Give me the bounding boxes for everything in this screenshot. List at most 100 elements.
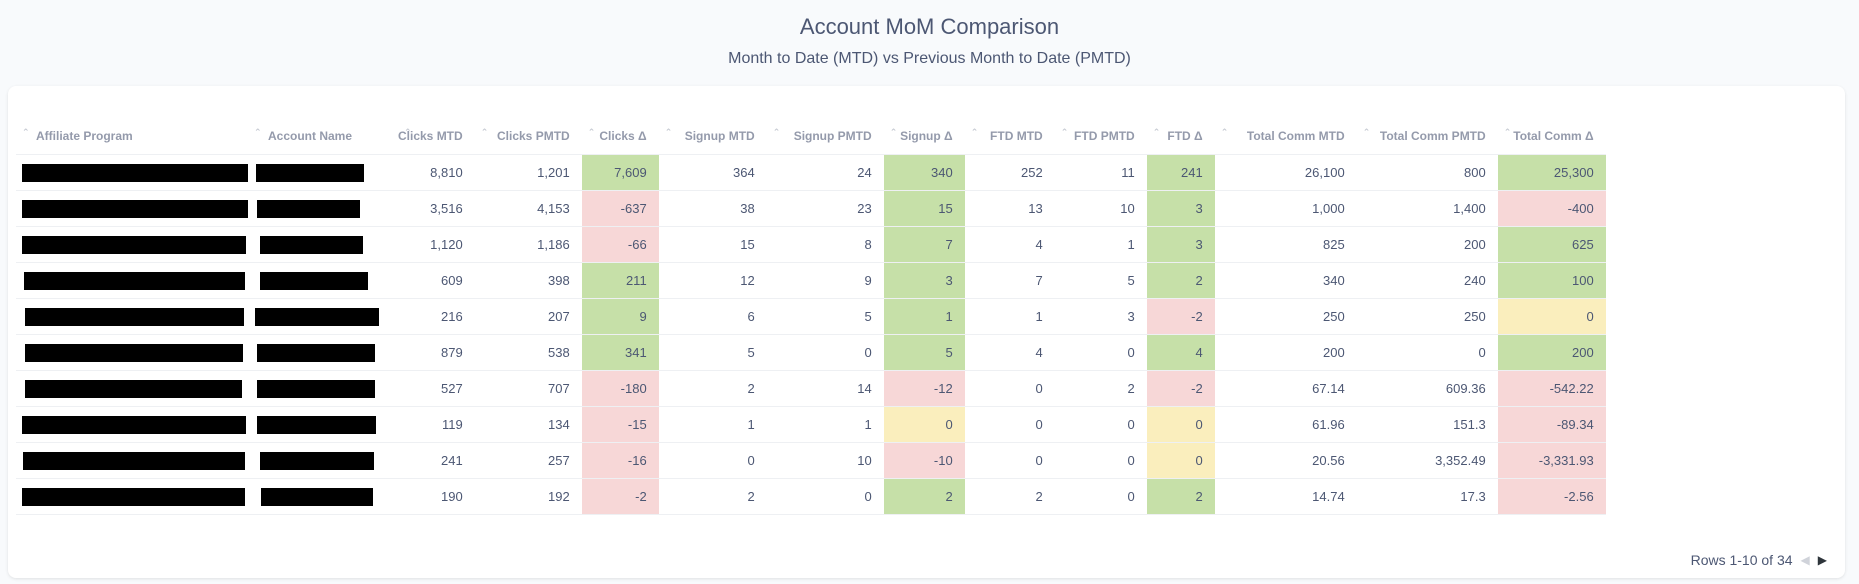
data-table: ⌃ Affiliate Program ⌃ Account Name ⌃ Clicks… bbox=[16, 118, 1606, 515]
chevron-right-icon[interactable]: ▶ bbox=[1817, 553, 1827, 567]
cell-ftd-mtd: 2 bbox=[964, 478, 1055, 515]
sort-icon: ⌃ bbox=[1060, 127, 1069, 137]
cell-signup-pmtd: 5 bbox=[766, 298, 884, 335]
redacted-block bbox=[25, 343, 243, 362]
cell-signup-mtd: 364 bbox=[658, 154, 767, 191]
column-header-clicks-mtd[interactable]: ⌃ Clicks MTD bbox=[398, 118, 475, 155]
cell-ftd-pmtd: 5 bbox=[1054, 262, 1147, 299]
column-header-clicks-delta[interactable]: ⌃ Clicks Δ bbox=[581, 118, 659, 155]
redacted-block bbox=[260, 235, 363, 254]
cell-ftd-pmtd: 0 bbox=[1054, 334, 1147, 371]
sort-icon: ⌃ bbox=[404, 127, 412, 137]
column-header-total-comm-mtd[interactable]: ⌃ Total Comm MTD bbox=[1214, 118, 1357, 155]
cell-ftd-pmtd: 0 bbox=[1054, 442, 1147, 479]
cell-ftd-delta: 2 bbox=[1146, 262, 1215, 299]
redacted-block bbox=[257, 415, 376, 434]
column-header-total-comm-pmtd[interactable]: ⌃ Total Comm PMTD bbox=[1356, 118, 1498, 155]
cell-clicks-delta: 9 bbox=[581, 298, 659, 335]
cell-total-comm-mtd: 20.56 bbox=[1214, 442, 1357, 479]
pagination: Rows 1-10 of 34 ◀ ▶ bbox=[1691, 552, 1827, 568]
cell-ftd-pmtd: 11 bbox=[1054, 154, 1147, 191]
table-row: 190 192 -2 2 0 2 2 0 2 14.74 17.3 -2.56 bbox=[16, 478, 1606, 515]
cell-signup-pmtd: 0 bbox=[766, 334, 884, 371]
table-row: 241 257 -16 0 10 -10 0 0 0 20.56 3,352.49 -3,331.93 bbox=[16, 442, 1606, 479]
sort-icon: ⌃ bbox=[1220, 127, 1229, 137]
cell-clicks-delta: 211 bbox=[581, 262, 659, 299]
cell-signup-delta: 340 bbox=[883, 154, 965, 191]
cell-affiliate-program bbox=[16, 262, 248, 299]
sort-icon: ⌃ bbox=[22, 127, 30, 137]
chevron-left-icon[interactable]: ◀ bbox=[1800, 553, 1810, 567]
column-header-signup-delta[interactable]: ⌃ Signup Δ bbox=[883, 118, 965, 155]
column-header-total-comm-delta[interactable]: ⌃ Total Comm Δ bbox=[1497, 118, 1606, 155]
sort-icon: ⌃ bbox=[772, 127, 781, 137]
cell-clicks-pmtd: 207 bbox=[474, 298, 582, 335]
cell-total-comm-pmtd: 250 bbox=[1356, 298, 1498, 335]
column-header-ftd-mtd[interactable]: ⌃ FTD MTD bbox=[964, 118, 1055, 155]
cell-ftd-mtd: 1 bbox=[964, 298, 1055, 335]
cell-ftd-mtd: 0 bbox=[964, 406, 1055, 443]
cell-total-comm-pmtd: 3,352.49 bbox=[1356, 442, 1498, 479]
cell-signup-mtd: 15 bbox=[658, 226, 767, 263]
cell-affiliate-program bbox=[16, 334, 248, 371]
column-header-ftd-pmtd[interactable]: ⌃ FTD PMTD bbox=[1054, 118, 1147, 155]
cell-total-comm-pmtd: 151.3 bbox=[1356, 406, 1498, 443]
cell-clicks-mtd: 3,516 bbox=[398, 190, 475, 227]
column-header-affiliate-program[interactable]: ⌃ Affiliate Program bbox=[16, 118, 248, 155]
cell-total-comm-pmtd: 200 bbox=[1356, 226, 1498, 263]
cell-total-comm-pmtd: 240 bbox=[1356, 262, 1498, 299]
cell-total-comm-mtd: 14.74 bbox=[1214, 478, 1357, 515]
redacted-block bbox=[261, 487, 373, 506]
cell-ftd-mtd: 7 bbox=[964, 262, 1055, 299]
cell-signup-mtd: 0 bbox=[658, 442, 767, 479]
cell-clicks-delta: -180 bbox=[581, 370, 659, 407]
cell-total-comm-mtd: 250 bbox=[1214, 298, 1357, 335]
cell-ftd-mtd: 0 bbox=[964, 370, 1055, 407]
redacted-block bbox=[256, 163, 364, 182]
cell-total-comm-mtd: 67.14 bbox=[1214, 370, 1357, 407]
column-header-signup-mtd[interactable]: ⌃ Signup MTD bbox=[658, 118, 767, 155]
cell-clicks-delta: -2 bbox=[581, 478, 659, 515]
cell-clicks-delta: 341 bbox=[581, 334, 659, 371]
table-row: 3,516 4,153 -637 38 23 15 13 10 3 1,000 1,400 -400 bbox=[16, 190, 1606, 227]
cell-affiliate-program bbox=[16, 406, 248, 443]
cell-total-comm-delta: 25,300 bbox=[1497, 154, 1606, 191]
cell-signup-mtd: 5 bbox=[658, 334, 767, 371]
cell-ftd-mtd: 13 bbox=[964, 190, 1055, 227]
cell-clicks-pmtd: 1,186 bbox=[474, 226, 582, 263]
cell-clicks-pmtd: 134 bbox=[474, 406, 582, 443]
cell-ftd-mtd: 4 bbox=[964, 334, 1055, 371]
cell-ftd-delta: -2 bbox=[1146, 298, 1215, 335]
table-row: 609 398 211 12 9 3 7 5 2 340 240 100 bbox=[16, 262, 1606, 299]
cell-total-comm-mtd: 61.96 bbox=[1214, 406, 1357, 443]
column-header-signup-pmtd[interactable]: ⌃ Signup PMTD bbox=[766, 118, 884, 155]
redacted-block bbox=[22, 487, 245, 506]
cell-clicks-delta: -15 bbox=[581, 406, 659, 443]
cell-clicks-delta: 7,609 bbox=[581, 154, 659, 191]
cell-total-comm-delta: 200 bbox=[1497, 334, 1606, 371]
cell-clicks-mtd: 190 bbox=[398, 478, 475, 515]
cell-clicks-delta: -16 bbox=[581, 442, 659, 479]
redacted-block bbox=[257, 343, 375, 362]
cell-signup-delta: -10 bbox=[883, 442, 965, 479]
cell-total-comm-mtd: 1,000 bbox=[1214, 190, 1357, 227]
column-header-account-name[interactable]: ⌃ Account Name bbox=[248, 118, 398, 155]
cell-signup-mtd: 38 bbox=[658, 190, 767, 227]
column-header-clicks-pmtd[interactable]: ⌃ Clicks PMTD bbox=[474, 118, 582, 155]
table-row: 8,810 1,201 7,609 364 24 340 252 11 241 26,100 800… bbox=[16, 154, 1606, 191]
cell-clicks-pmtd: 1,201 bbox=[474, 154, 582, 191]
sort-icon: ⌃ bbox=[1503, 127, 1512, 137]
redacted-block bbox=[22, 163, 248, 182]
cell-account-name bbox=[248, 298, 398, 335]
cell-total-comm-mtd: 26,100 bbox=[1214, 154, 1357, 191]
cell-clicks-delta: -637 bbox=[581, 190, 659, 227]
column-header-ftd-delta[interactable]: ⌃ FTD Δ bbox=[1146, 118, 1215, 155]
cell-ftd-delta: 0 bbox=[1146, 406, 1215, 443]
cell-clicks-pmtd: 398 bbox=[474, 262, 582, 299]
cell-ftd-delta: 3 bbox=[1146, 226, 1215, 263]
cell-ftd-delta: 2 bbox=[1146, 478, 1215, 515]
cell-total-comm-delta: -89.34 bbox=[1497, 406, 1606, 443]
cell-total-comm-delta: -3,331.93 bbox=[1497, 442, 1606, 479]
redacted-block bbox=[260, 271, 368, 290]
pagination-label: Rows 1-10 of 34 bbox=[1690, 552, 1793, 568]
